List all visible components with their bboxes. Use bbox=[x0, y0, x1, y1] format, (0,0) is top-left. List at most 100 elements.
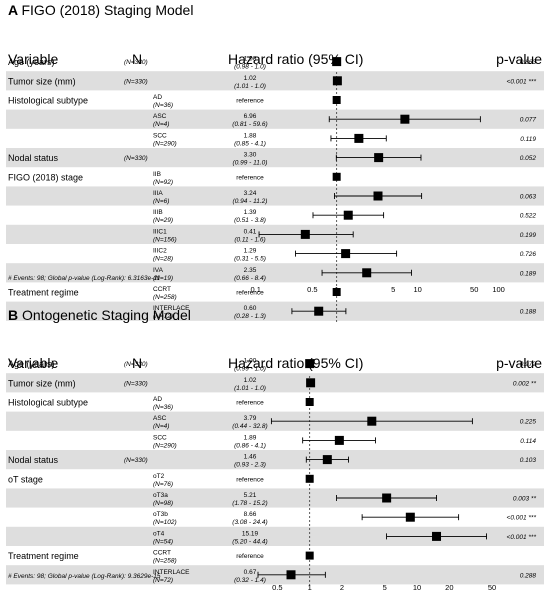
row-ci-value: (0.11 - 1.6) bbox=[234, 236, 265, 243]
row-ci-value: (0.51 - 3.8) bbox=[234, 217, 266, 224]
panel-title: A FIGO (2018) Staging Model bbox=[8, 2, 193, 18]
row-ci-value: (0.28 - 1.3) bbox=[234, 313, 266, 320]
row-hr-value: 1.00 bbox=[244, 56, 257, 63]
row-n: (N=102) bbox=[153, 519, 177, 526]
x-tick-label: 100 bbox=[492, 285, 505, 294]
hr-marker bbox=[332, 76, 342, 86]
panel-label: B bbox=[8, 307, 22, 323]
row-hr-value: 8.66 bbox=[244, 511, 257, 518]
row-p-value: 0.288 bbox=[520, 572, 537, 579]
row-variable: Treatment regime bbox=[8, 551, 79, 561]
row-ci-value: (0.81 - 59.6) bbox=[232, 121, 267, 128]
row-n: (N=72) bbox=[153, 313, 173, 320]
row-p-value: 0.063 bbox=[520, 194, 537, 201]
row-shade bbox=[6, 450, 544, 470]
row-p-value: 0.052 bbox=[520, 155, 537, 162]
row-p-value: 0.188 bbox=[520, 309, 537, 316]
row-variable: oT stage bbox=[8, 474, 43, 484]
row-n: (N=4) bbox=[153, 423, 169, 430]
row-variable: Tumor size (mm) bbox=[8, 76, 76, 86]
row-variable: Histological subtype bbox=[8, 398, 88, 408]
row-ci-value: (0.99 - 1.0) bbox=[234, 366, 266, 373]
row-hr-value: 3.24 bbox=[244, 190, 257, 197]
panel-label: A bbox=[8, 2, 21, 18]
forest-panel-a: A FIGO (2018) Staging Model Variable N Haza… bbox=[6, 2, 544, 324]
row-p-value: 0.972 bbox=[520, 361, 537, 368]
row-hr-value: 6.96 bbox=[244, 113, 257, 120]
hr-marker bbox=[286, 570, 296, 580]
row-level: SCC bbox=[153, 132, 167, 139]
header-p-value: p-value bbox=[496, 51, 542, 67]
header-n: N bbox=[132, 355, 142, 371]
row-ci-value: (5.20 - 44.4) bbox=[232, 538, 267, 545]
row-ci-value: (0.31 - 5.5) bbox=[234, 256, 266, 263]
hr-marker bbox=[306, 378, 316, 388]
header-variable: Variable bbox=[8, 51, 59, 67]
row-p-value: 0.103 bbox=[520, 457, 537, 464]
hr-marker bbox=[373, 191, 383, 201]
x-tick-label: 1 bbox=[335, 285, 339, 294]
row-level: IVA bbox=[153, 267, 164, 274]
x-tick-label: 20 bbox=[445, 583, 453, 592]
hr-marker bbox=[305, 359, 315, 369]
row-n: (N=4) bbox=[153, 121, 169, 128]
row-p-value: 0.199 bbox=[520, 232, 537, 239]
row-n: (N=290) bbox=[153, 442, 177, 449]
row-level: AD bbox=[153, 94, 162, 101]
row-ci-value: (0.99 - 11.0) bbox=[233, 160, 268, 167]
hr-marker bbox=[341, 249, 351, 259]
row-shade bbox=[6, 373, 544, 393]
row-variable: FIGO (2018) stage bbox=[8, 172, 83, 182]
row-n: (N=28) bbox=[153, 256, 173, 263]
row-n: (N=54) bbox=[153, 538, 173, 545]
row-ci-value: (1.01 - 1.0) bbox=[234, 385, 266, 392]
row-p-value: 0.189 bbox=[520, 270, 537, 277]
row-hr-value: 1.02 bbox=[244, 377, 257, 384]
x-tick-label: 5 bbox=[383, 583, 387, 592]
row-variable: Nodal status bbox=[8, 455, 59, 465]
row-ci-value: (0.66 - 8.4) bbox=[234, 275, 266, 282]
row-variable: Histological subtype bbox=[8, 96, 88, 106]
row-p-value: 0.522 bbox=[520, 213, 537, 220]
row-p-value: 0.077 bbox=[520, 117, 537, 124]
panel-footnote: # Events: 98; Global p-value (Log-Rank):… bbox=[8, 275, 160, 282]
row-ci-value: (0.44 - 32.8) bbox=[232, 423, 267, 430]
hr-marker bbox=[367, 416, 377, 426]
hr-marker bbox=[400, 114, 410, 124]
row-n: (N=36) bbox=[153, 404, 173, 411]
row-ci-value: (0.85 - 4.1) bbox=[234, 140, 266, 147]
row-p-value: 0.002 ** bbox=[513, 380, 537, 387]
row-p-value: <0.001 *** bbox=[507, 515, 537, 522]
row-hr-value: 3.30 bbox=[244, 152, 257, 159]
row-level: oT2 bbox=[153, 473, 165, 480]
x-tick-label: 2 bbox=[340, 583, 344, 592]
hr-marker bbox=[382, 493, 392, 503]
row-level: INTERLACE bbox=[153, 305, 190, 312]
reference-marker bbox=[305, 398, 314, 406]
row-hr-value: 1.46 bbox=[244, 454, 257, 461]
panel-title-text: FIGO (2018) Staging Model bbox=[21, 2, 193, 18]
forest-panel-b: B Ontogenetic Staging Model Variable N Haza… bbox=[6, 307, 544, 592]
x-tick-label: 1 bbox=[308, 583, 312, 592]
row-n: (N=72) bbox=[153, 577, 173, 584]
row-shade bbox=[6, 301, 544, 321]
row-level: IIIC1 bbox=[153, 228, 167, 235]
x-tick-label: 10 bbox=[413, 583, 421, 592]
row-p-value: <0.001 *** bbox=[507, 78, 537, 85]
x-tick-label: 0.5 bbox=[272, 583, 282, 592]
row-p-value: 0.863 bbox=[520, 59, 537, 66]
x-tick-label: 0.5 bbox=[307, 285, 317, 294]
row-n: (N=330) bbox=[124, 380, 148, 387]
header-variable: Variable bbox=[8, 355, 59, 371]
row-n: (N=156) bbox=[153, 236, 177, 243]
row-level: ASC bbox=[153, 113, 167, 120]
row-shade bbox=[6, 526, 544, 546]
row-n: (N=258) bbox=[153, 294, 177, 301]
panel-title: B Ontogenetic Staging Model bbox=[8, 307, 191, 323]
row-variable: Age (years) bbox=[8, 57, 55, 67]
row-n: (N=330) bbox=[124, 457, 148, 464]
row-level: INTERLACE bbox=[153, 569, 190, 576]
row-hr-value: 1.88 bbox=[244, 132, 257, 139]
row-p-value: 0.225 bbox=[520, 419, 537, 426]
